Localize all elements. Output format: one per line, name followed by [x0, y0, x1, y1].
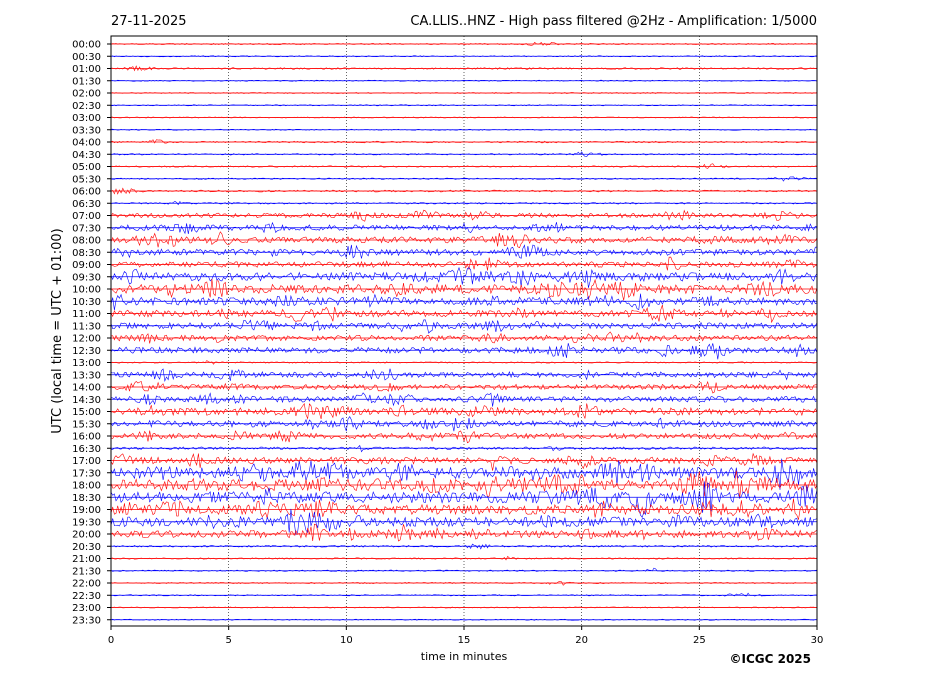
- y-tick-label: 16:30: [72, 444, 101, 455]
- x-axis-label: time in minutes: [421, 650, 508, 663]
- trace-2000: [110, 523, 818, 542]
- y-tick-label: 07:00: [72, 211, 101, 222]
- trace-1200: [110, 331, 818, 344]
- chart-date: 27-11-2025: [111, 14, 187, 29]
- y-tick-label: 21:30: [72, 566, 101, 577]
- y-tick-label: 15:00: [72, 407, 101, 418]
- grid-group: [228, 36, 700, 626]
- y-tick-label: 23:30: [72, 615, 101, 626]
- y-tick-label: 18:30: [72, 493, 101, 504]
- trace-1030: [110, 293, 818, 311]
- y-tick-label: 10:00: [72, 285, 101, 296]
- y-tick-label: 09:00: [72, 260, 101, 271]
- y-tick-label: 09:30: [72, 272, 101, 283]
- y-tick-label: 13:00: [72, 358, 101, 369]
- trace-0500: [110, 163, 818, 169]
- y-tick-label: 08:00: [72, 236, 101, 247]
- y-tick-label: 03:00: [72, 113, 101, 124]
- y-tick-label: 11:00: [72, 309, 101, 320]
- y-tick-label: 15:30: [72, 419, 101, 430]
- y-tick-label: 23:00: [72, 603, 101, 614]
- x-tick-label: 20: [575, 635, 588, 646]
- x-tick-label: 10: [340, 635, 353, 646]
- y-tick-label: 19:00: [72, 505, 101, 516]
- copyright-text: ©ICGC 2025: [729, 652, 811, 666]
- y-tick-label: 05:00: [72, 162, 101, 173]
- y-tick-label: 05:30: [72, 174, 101, 185]
- y-tick-label: 06:30: [72, 199, 101, 210]
- trace-0730: [110, 221, 818, 235]
- y-tick-label: 04:00: [72, 138, 101, 149]
- y-tick-label: 02:30: [72, 101, 101, 112]
- y-tick-label: 03:30: [72, 125, 101, 136]
- y-tick-label: 22:30: [72, 591, 101, 602]
- y-tick-label: 12:30: [72, 346, 101, 357]
- y-tick-label: 07:30: [72, 223, 101, 234]
- x-tick-label: 5: [225, 635, 231, 646]
- y-tick-label: 13:30: [72, 370, 101, 381]
- trace-1430: [110, 392, 818, 407]
- y-tick-label: 17:00: [72, 456, 101, 467]
- y-tick-label: 06:00: [72, 187, 101, 198]
- x-tick-label: 25: [693, 635, 706, 646]
- y-tick-label: 16:00: [72, 432, 101, 443]
- trace-0900: [110, 256, 818, 271]
- chart-title: CA.LLIS..HNZ - High pass filtered @2Hz -…: [410, 14, 817, 29]
- x-axis: 0 5 10 15 20 25 30: [108, 626, 824, 646]
- trace-1400: [110, 380, 817, 394]
- y-tick-label: 18:00: [72, 481, 101, 492]
- y-axis-label: UTC (local time = UTC + 01:00): [50, 228, 65, 433]
- y-tick-label: 21:00: [72, 554, 101, 565]
- y-tick-label: 11:30: [72, 321, 101, 332]
- y-tick-label: 22:00: [72, 579, 101, 590]
- y-tick-label: 20:00: [72, 530, 101, 541]
- y-tick-label: 04:30: [72, 150, 101, 161]
- y-tick-label: 14:00: [72, 383, 101, 394]
- y-tick-label: 20:30: [72, 542, 101, 553]
- y-tick-label: 01:00: [72, 64, 101, 75]
- x-tick-label: 15: [458, 635, 471, 646]
- y-tick-label: 00:00: [72, 40, 101, 51]
- y-tick-label: 00:30: [72, 52, 101, 63]
- x-tick-label: 30: [811, 635, 824, 646]
- y-tick-label: 10:30: [72, 297, 101, 308]
- y-tick-label: 08:30: [72, 248, 101, 259]
- y-tick-label: 12:00: [72, 334, 101, 345]
- y-tick-label: 19:30: [72, 517, 101, 528]
- y-tick-label: 01:30: [72, 76, 101, 87]
- x-tick-label: 0: [108, 635, 114, 646]
- y-tick-label: 14:30: [72, 395, 101, 406]
- y-tick-label: 17:30: [72, 468, 101, 479]
- y-tick-label: 02:00: [72, 89, 101, 100]
